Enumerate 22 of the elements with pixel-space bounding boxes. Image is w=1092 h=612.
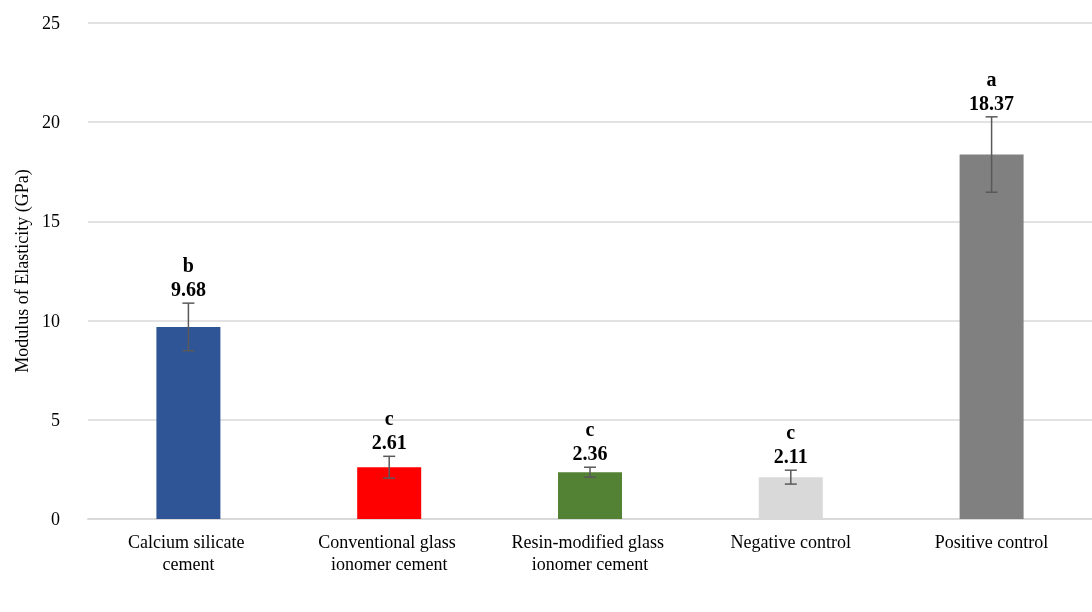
x-tick-label: Positive control xyxy=(934,532,1049,552)
y-axis-title: Modulus of Elasticity (GPa) xyxy=(12,169,34,373)
data-label: 18.37 xyxy=(969,91,1015,114)
y-tick-label: 15 xyxy=(42,211,60,232)
y-tick-label: 5 xyxy=(51,409,60,430)
y-tick-label: 10 xyxy=(42,310,60,331)
data-label: 9.68 xyxy=(170,278,206,301)
y-tick-label: 25 xyxy=(42,13,60,33)
y-tick-label: 20 xyxy=(42,112,60,133)
x-tick-label: Conventional glass ionomer cement xyxy=(318,532,461,574)
annotation: c xyxy=(384,407,394,430)
x-tick-label: Resin-modified glass ionomer cement xyxy=(511,532,669,574)
data-label: 2.36 xyxy=(572,442,608,465)
annotation: a xyxy=(986,67,997,90)
x-tick-label: Negative control xyxy=(730,532,852,552)
x-tick-label: Calcium silicate cement xyxy=(127,532,249,574)
annotation: b xyxy=(182,254,194,277)
annotation: c xyxy=(786,421,796,444)
data-label: 2.61 xyxy=(371,431,407,454)
data-label: 2.11 xyxy=(773,445,808,468)
y-tick-label: 0 xyxy=(51,509,60,529)
annotation: c xyxy=(585,418,595,441)
